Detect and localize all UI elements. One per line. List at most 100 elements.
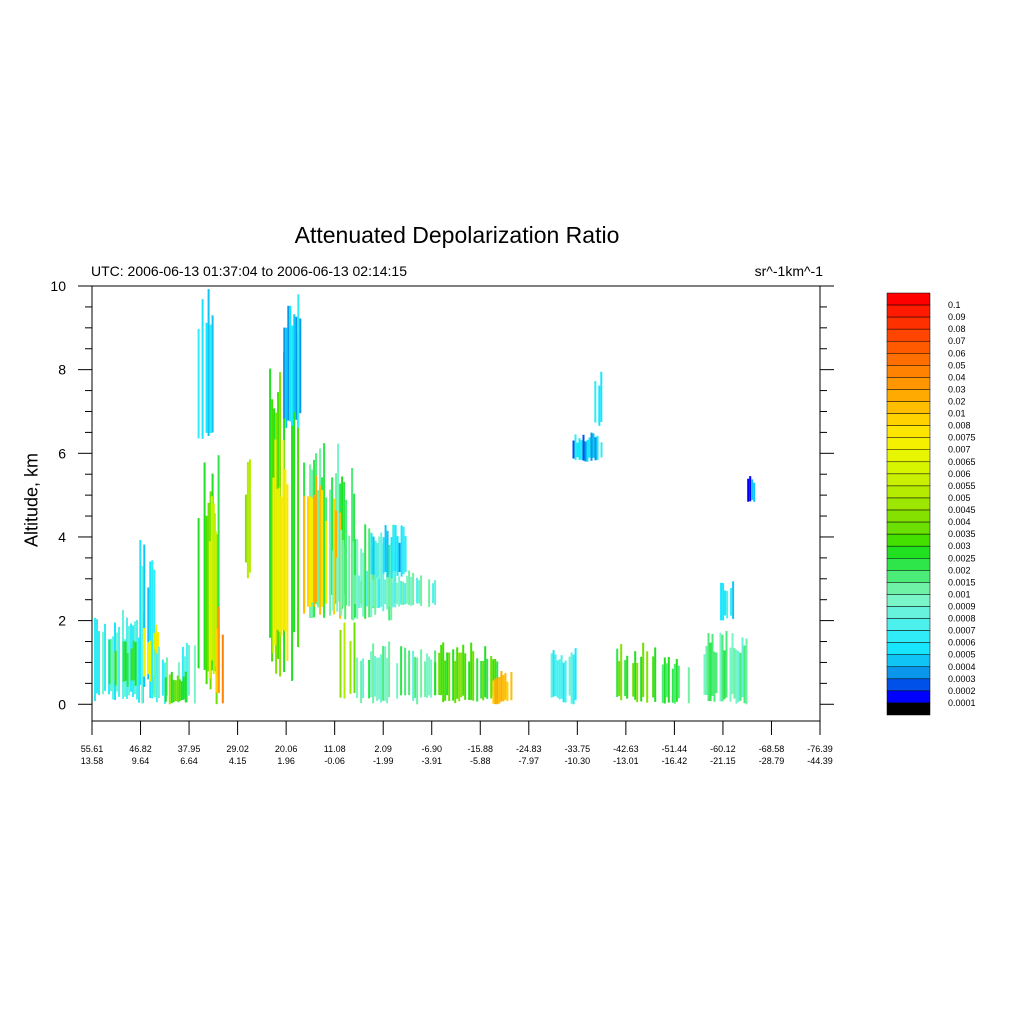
data-column — [289, 305, 292, 422]
data-column — [626, 655, 629, 699]
data-column — [582, 434, 585, 461]
data-column — [348, 535, 351, 607]
colorbar-swatch — [886, 389, 931, 402]
data-column — [416, 657, 419, 705]
data-column — [418, 580, 421, 604]
data-column — [618, 661, 621, 696]
data-column — [214, 531, 217, 667]
data-column — [412, 572, 415, 606]
data-column — [703, 654, 706, 695]
data-column — [293, 314, 296, 412]
data-column — [366, 571, 369, 607]
data-column — [155, 653, 158, 703]
data-column — [187, 644, 190, 696]
x-tick-label-lon: 6.64 — [180, 756, 198, 766]
x-tick-label-lat: -51.44 — [662, 744, 688, 754]
data-column — [354, 575, 357, 605]
data-column — [620, 644, 623, 701]
data-region — [616, 642, 657, 703]
data-column — [392, 524, 395, 572]
x-tick-label-lat: 46.82 — [129, 744, 152, 754]
data-column — [594, 437, 597, 461]
data-column — [724, 590, 727, 616]
data-column — [274, 439, 277, 646]
data-column — [729, 647, 732, 702]
data-column — [751, 479, 754, 500]
colorbar-label: 0.01 — [948, 409, 966, 419]
data-column — [723, 650, 726, 700]
data-column — [496, 677, 499, 705]
data-column — [157, 646, 160, 699]
data-column — [128, 626, 130, 696]
data-column — [311, 497, 314, 603]
data-column — [492, 659, 495, 695]
colorbar-swatch — [886, 570, 931, 583]
data-region — [339, 622, 356, 699]
colorbar-label: 0.0025 — [948, 553, 976, 563]
data-column — [307, 496, 310, 607]
data-column — [351, 468, 354, 620]
data-column — [360, 581, 363, 604]
data-column — [384, 646, 387, 701]
data-column — [404, 536, 407, 572]
data-column — [337, 443, 340, 602]
data-region — [434, 642, 499, 704]
data-region — [550, 648, 577, 705]
colorbar-swatch — [886, 497, 931, 511]
x-tick-label-lon: 1.96 — [277, 756, 295, 766]
data-column — [424, 661, 427, 697]
data-column — [329, 489, 332, 616]
data-column — [408, 650, 411, 695]
data-column — [580, 440, 583, 460]
colorbar-swatch — [886, 545, 931, 559]
data-column — [486, 658, 489, 699]
data-column — [285, 327, 288, 428]
data-column — [321, 490, 324, 607]
data-column — [722, 583, 725, 621]
data-column — [432, 583, 435, 604]
data-column — [313, 494, 316, 607]
data-column — [205, 322, 208, 433]
data-column — [210, 496, 213, 661]
data-column — [147, 587, 150, 680]
data-column — [340, 529, 343, 616]
colorbar-label: 0.0015 — [948, 577, 976, 587]
data-column — [574, 434, 577, 461]
data-column — [498, 677, 501, 704]
colorbar-swatch — [886, 485, 931, 499]
x-tick-label-lon: 9.64 — [132, 756, 150, 766]
data-column — [442, 642, 445, 703]
data-column — [118, 626, 120, 697]
data-column — [382, 543, 385, 612]
colorbar-label: 0.007 — [948, 445, 971, 455]
data-column — [217, 455, 220, 679]
data-column — [588, 437, 591, 458]
data-column — [636, 663, 639, 703]
data-column — [720, 582, 723, 621]
data-column — [574, 648, 577, 701]
data-column — [554, 654, 557, 696]
data-column — [726, 590, 729, 619]
data-column — [394, 572, 397, 603]
data-column — [426, 653, 429, 698]
colorbar-label: 0.05 — [948, 360, 966, 370]
data-column — [248, 459, 251, 573]
colorbar: 0.1 0.09 0.08 0.07 0.06 0.05 0.04 0.03 0.02 0.01 0… — [886, 292, 976, 716]
data-column — [176, 675, 179, 702]
data-column — [174, 680, 177, 701]
data-column — [661, 664, 664, 703]
data-column — [126, 653, 129, 687]
data-column — [448, 652, 451, 701]
data-region — [164, 671, 187, 705]
data-column — [370, 533, 373, 575]
colorbar-swatch — [886, 437, 931, 451]
data-column — [343, 622, 346, 699]
colorbar-swatch — [886, 582, 931, 595]
data-column — [203, 462, 206, 670]
colorbar-label: 0.005 — [948, 493, 971, 503]
y-tick-label: 2 — [58, 613, 66, 629]
data-column — [282, 440, 285, 630]
data-column — [640, 656, 643, 702]
data-column — [370, 651, 373, 698]
x-tick-label-lat: 11.08 — [324, 744, 346, 754]
